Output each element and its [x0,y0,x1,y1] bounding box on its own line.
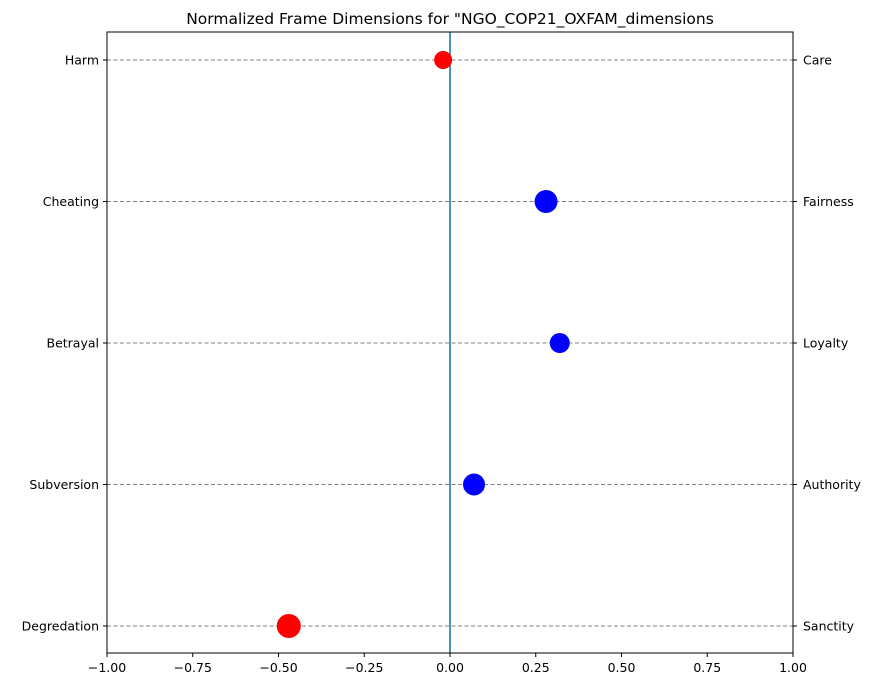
data-point-fairness [534,190,558,213]
x-tick-label: 0.00 [436,660,464,675]
x-axis: −1.00 −0.75 −0.50 −0.25 0.00 0.25 0.50 0.75 1.00 [88,653,807,675]
x-tick-label: −1.00 [88,660,126,675]
data-point-care [434,51,453,69]
x-tick-label: 1.00 [779,660,807,675]
grid-lines [107,59,793,627]
x-tick-label: 0.50 [608,660,636,675]
right-tick-label: Sanctity [803,619,855,634]
right-tick-label: Authority [803,477,861,492]
data-point-sanctity [276,614,301,638]
right-tick-label: Loyalty [803,336,849,351]
x-tick-label: −0.50 [259,660,297,675]
x-tick-label: −0.75 [174,660,212,675]
right-axis: Care Fairness Loyalty Authority Sanctity [793,53,861,634]
left-tick-label: Degredation [22,619,99,634]
left-tick-label: Harm [65,53,99,68]
x-tick-label: −0.25 [345,660,383,675]
data-point-authority [463,473,486,496]
data-point-loyalty [549,333,570,353]
chart-title: Normalized Frame Dimensions for "NGO_COP… [186,10,714,29]
data-points [276,51,570,638]
x-tick-label: 0.75 [693,660,721,675]
x-tick-label: 0.25 [522,660,550,675]
left-tick-label: Cheating [43,194,99,209]
left-tick-label: Betrayal [47,336,100,351]
left-axis: Harm Cheating Betrayal Subversion Degredatio… [22,53,107,634]
right-tick-label: Care [803,53,832,68]
left-tick-label: Subversion [29,477,99,492]
right-tick-label: Fairness [803,194,854,209]
